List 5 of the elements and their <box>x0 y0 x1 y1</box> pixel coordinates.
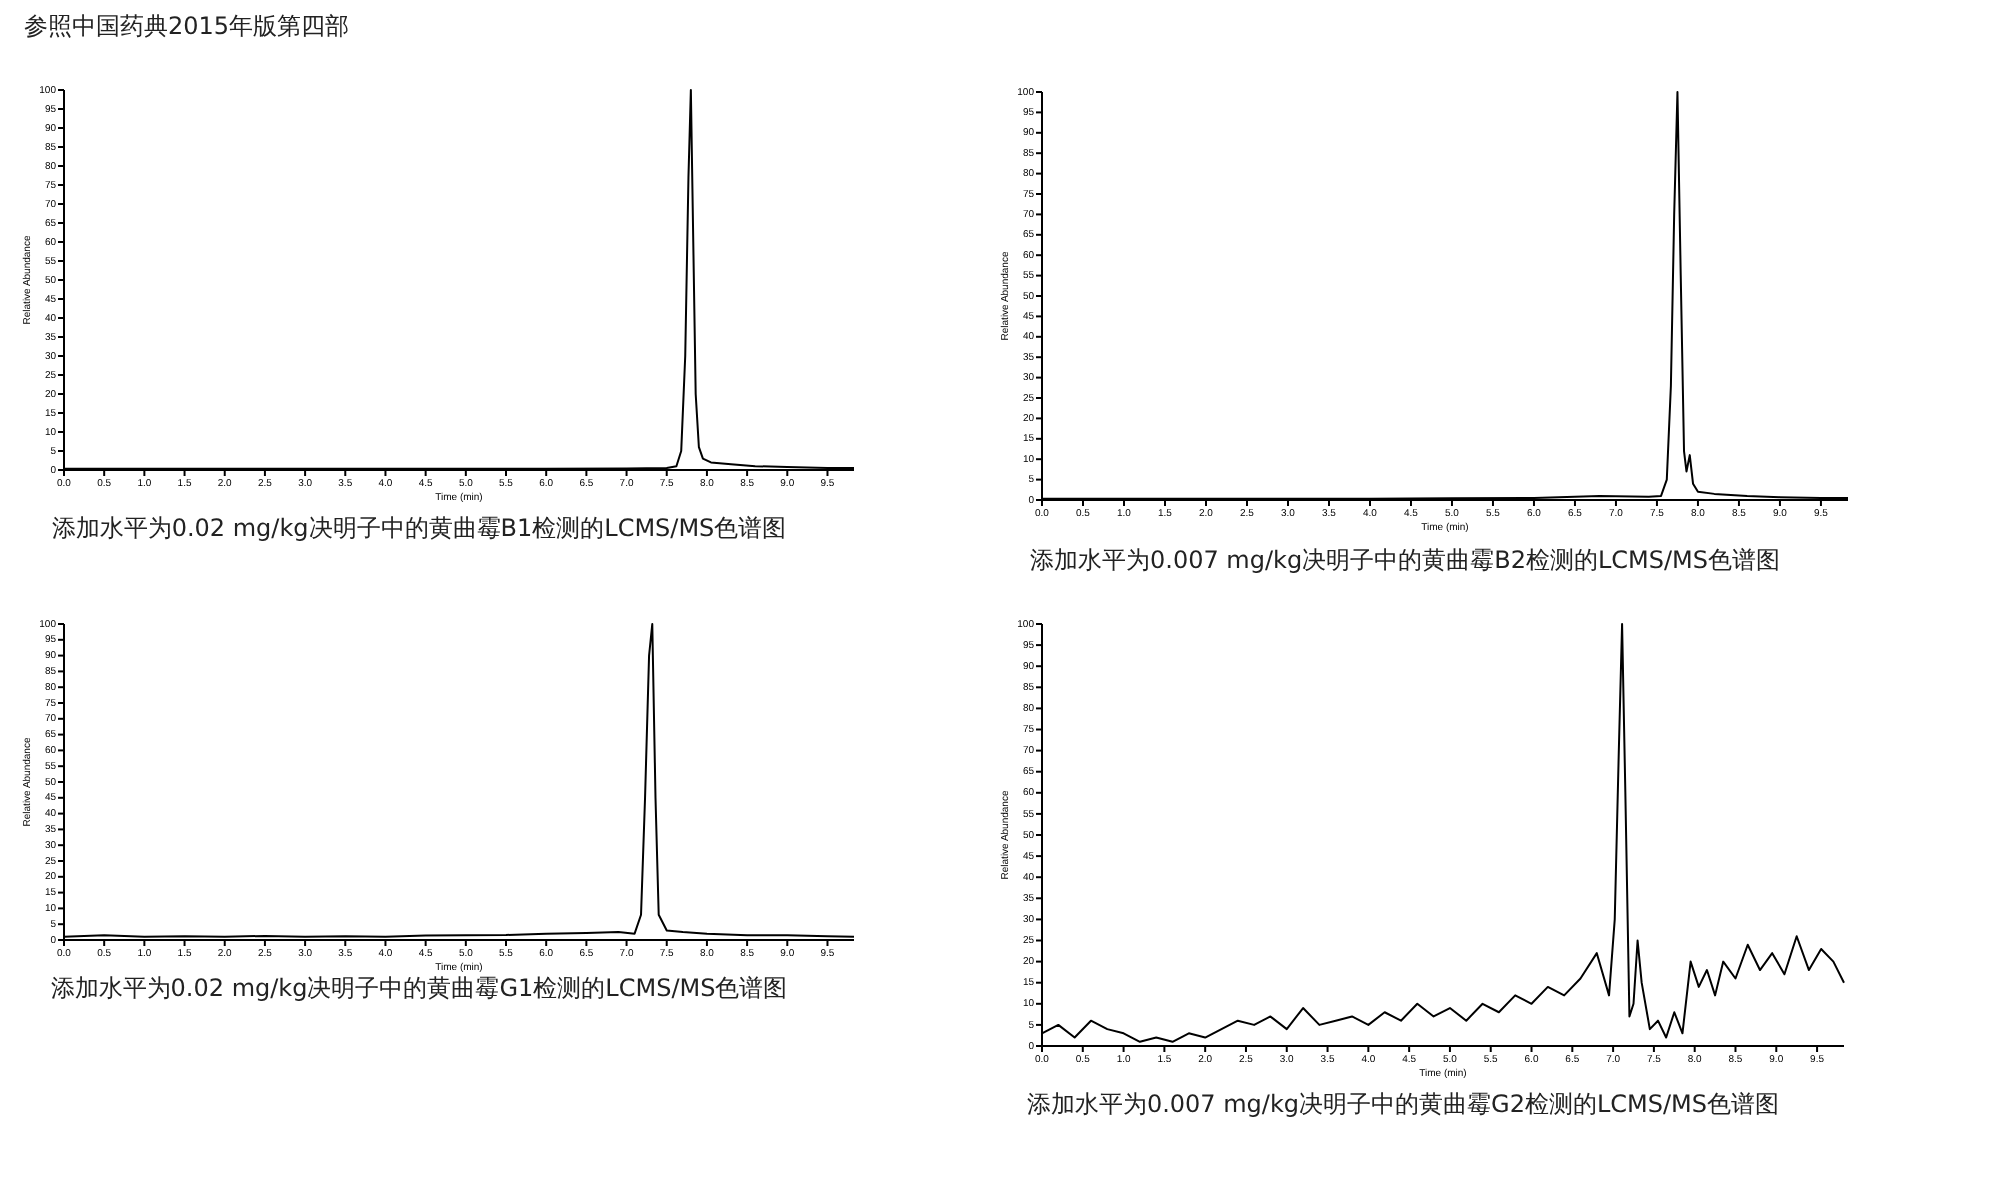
text: 添加水平为0.02 mg/kg决明子中的黄曲霉G1检测的LCMS/MS色谱图 <box>50 974 788 1002</box>
text: 添加水平为0.02 mg/kg决明子中的黄曲霉B1检测的LCMS/MS色谱图 <box>51 514 787 542</box>
text: 添加水平为0.007 mg/kg决明子中的黄曲霉G2检测的LCMS/MS色谱图 <box>1026 1090 1780 1118</box>
text: 参照中国药典2015年版第四部 <box>24 12 350 40</box>
text: 添加水平为0.007 mg/kg决明子中的黄曲霉B2检测的LCMS/MS色谱图 <box>1030 546 1780 574</box>
